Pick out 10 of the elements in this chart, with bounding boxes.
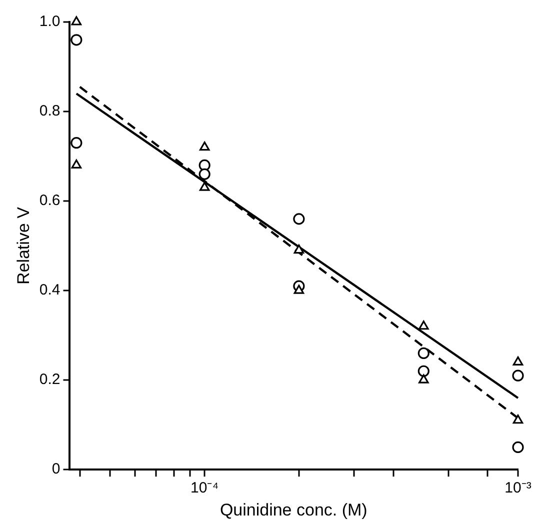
- x-axis-title: Quinidine conc. (M): [220, 500, 368, 520]
- y-axis-title: Relative V: [14, 206, 33, 285]
- y-tick-label: 0.8: [39, 102, 60, 120]
- y-tick-label: 0: [52, 460, 60, 478]
- x-tick-label: 10⁻⁴: [190, 480, 219, 497]
- y-tick-label: 0.2: [39, 371, 60, 388]
- y-tick-label: 1.0: [39, 13, 60, 30]
- y-tick-label: 0.4: [39, 282, 60, 299]
- y-tick-label: 0.6: [39, 192, 60, 210]
- x-tick-label: 10⁻³: [504, 480, 532, 497]
